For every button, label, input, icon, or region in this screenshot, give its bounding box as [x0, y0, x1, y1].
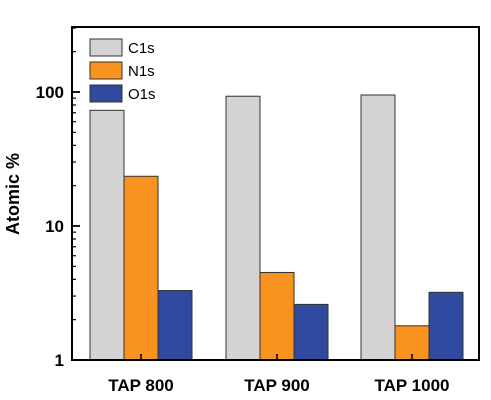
bar-o1s-tap-800 [157, 290, 193, 361]
x-tick-label: TAP 900 [244, 376, 310, 395]
y-tick-label: 10 [45, 217, 64, 236]
bars-layer [89, 94, 464, 361]
legend-swatch-o1s [89, 84, 123, 103]
bar-c1s-tap-900 [225, 95, 261, 361]
bar-o1s-tap-900 [293, 303, 329, 361]
legend-label-o1s: O1s [128, 86, 156, 103]
bar-n1s-tap-800 [123, 175, 159, 361]
bar-c1s-tap-1000 [360, 94, 396, 361]
y-axis-label: Atomic % [3, 153, 23, 235]
plot-frame [71, 26, 480, 361]
y-tick-label: 1 [55, 351, 64, 370]
x-tick-labels: TAP 800 TAP 900 TAP 1000 [108, 354, 449, 395]
x-tick-label: TAP 800 [108, 376, 174, 395]
bar-o1s-tap-1000 [428, 291, 464, 361]
x-tick-label: TAP 1000 [375, 376, 450, 395]
bar-n1s-tap-900 [259, 271, 295, 361]
y-ticks: 1 10 100 [36, 27, 80, 370]
legend: C1s N1s O1s [89, 38, 156, 103]
legend-label-n1s: N1s [128, 63, 155, 80]
legend-swatch-c1s [89, 38, 123, 57]
legend-label-c1s: C1s [128, 40, 155, 57]
legend-swatch-n1s [89, 61, 123, 80]
y-tick-label: 100 [36, 83, 64, 102]
bar-c1s-tap-800 [89, 109, 125, 361]
